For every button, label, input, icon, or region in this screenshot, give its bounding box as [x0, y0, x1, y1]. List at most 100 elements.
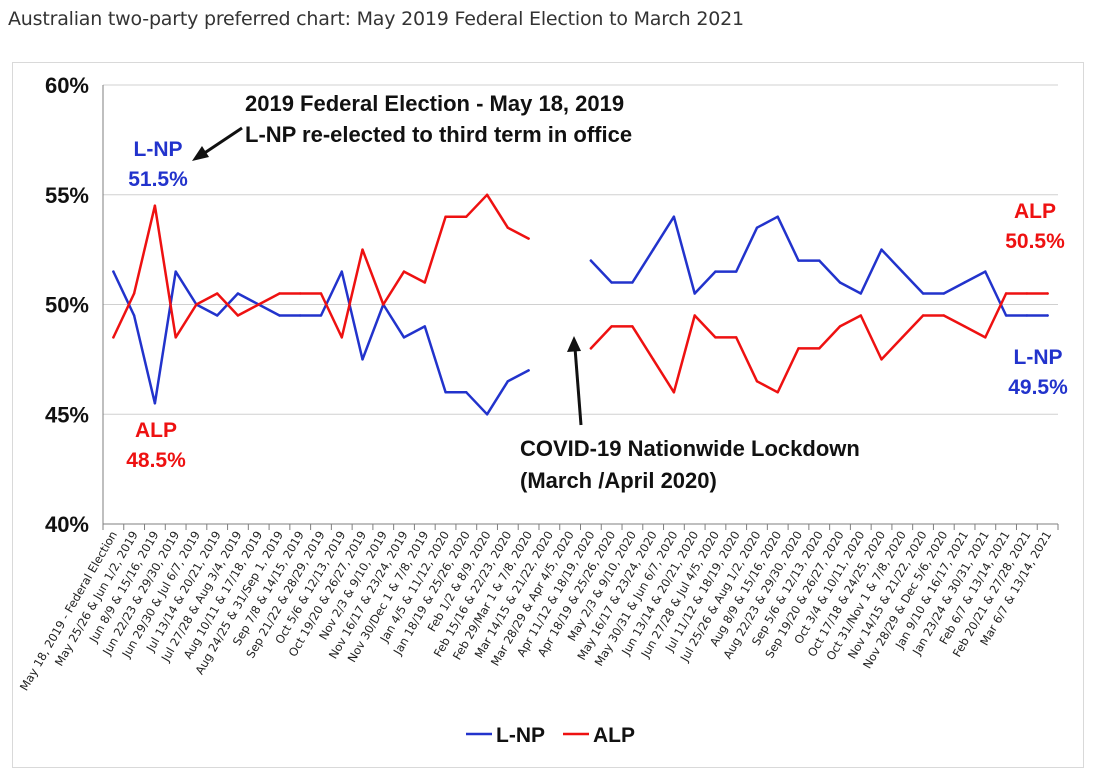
data-point-alp: [299, 292, 302, 295]
data-point-l-np: [735, 270, 738, 273]
data-point-l-np: [174, 270, 177, 273]
data-point-alp: [485, 193, 489, 196]
data-point-alp: [444, 215, 447, 218]
data-point-alp: [963, 325, 966, 328]
y-tick-label: 45%: [45, 402, 89, 427]
data-point-alp: [901, 336, 904, 339]
data-point-alp: [610, 325, 613, 328]
data-point-alp: [1046, 292, 1049, 295]
data-point-l-np: [299, 314, 302, 317]
data-point-l-np: [485, 413, 489, 416]
legend-label-lnp: L-NP: [496, 724, 545, 747]
y-tick-label: 60%: [45, 73, 89, 98]
data-point-alp: [797, 347, 800, 350]
data-point-l-np: [132, 314, 136, 317]
data-point-alp: [257, 303, 260, 306]
data-point-alp: [589, 347, 593, 350]
data-point-alp: [402, 270, 406, 273]
data-point-alp: [776, 391, 779, 394]
data-point-l-np: [1046, 314, 1049, 317]
y-tick-label: 40%: [45, 512, 89, 537]
data-point-l-np: [112, 270, 115, 273]
data-point-alp: [340, 336, 343, 339]
data-point-alp: [631, 325, 634, 328]
legend-label-alp: ALP: [593, 724, 635, 747]
y-tick-label: 50%: [45, 293, 89, 318]
data-point-alp: [506, 226, 509, 229]
axes: 40%45%50%55%60%May 18, 2019 - Federal El…: [17, 73, 1059, 693]
lnp-start-label: L-NP: [134, 138, 183, 161]
data-point-alp: [652, 358, 655, 361]
data-point-l-np: [859, 292, 862, 295]
data-point-alp: [921, 314, 925, 317]
data-point-l-np: [631, 281, 634, 284]
election-annotation-line2: L-NP re-elected to third term in office: [245, 122, 632, 147]
lnp-end-label: L-NP: [1014, 346, 1063, 369]
series-lines: [112, 193, 1049, 416]
data-point-alp: [818, 347, 821, 350]
data-point-l-np: [236, 292, 240, 295]
data-point-alp: [1004, 292, 1008, 295]
data-point-l-np: [942, 292, 945, 295]
election-arrow: [192, 126, 243, 161]
data-point-alp: [112, 336, 115, 339]
data-point-l-np: [216, 314, 219, 317]
y-tick-label: 55%: [45, 183, 89, 208]
data-point-alp: [216, 292, 219, 295]
data-point-alp: [195, 303, 198, 306]
data-point-l-np: [776, 215, 779, 218]
data-point-l-np: [921, 292, 925, 295]
data-point-l-np: [423, 325, 426, 328]
data-point-alp: [693, 314, 696, 317]
data-point-l-np: [714, 270, 717, 273]
data-point-alp: [672, 391, 676, 394]
alp-end-label: ALP: [1014, 200, 1056, 223]
data-point-l-np: [610, 281, 613, 284]
data-point-alp: [755, 380, 759, 383]
page-title: Australian two-party preferred chart: Ma…: [8, 8, 744, 30]
covid-annotation-line2: (March /April 2020): [520, 468, 717, 493]
series-line-alp: [112, 193, 1049, 394]
data-point-l-np: [319, 314, 323, 317]
covid-arrow: [567, 336, 583, 426]
data-point-l-np: [652, 248, 655, 251]
data-point-alp: [465, 215, 468, 218]
data-point-l-np: [818, 259, 821, 262]
data-point-l-np: [693, 292, 696, 295]
data-point-l-np: [797, 259, 800, 262]
data-point-l-np: [963, 281, 966, 284]
data-point-l-np: [1004, 314, 1008, 317]
data-point-l-np: [1025, 314, 1029, 317]
data-point-alp: [278, 292, 281, 295]
gridlines: [103, 84, 1058, 415]
data-point-alp: [236, 314, 240, 317]
data-point-l-np: [589, 259, 593, 262]
data-point-l-np: [755, 226, 759, 229]
data-point-alp: [880, 358, 883, 361]
data-point-l-np: [838, 281, 842, 284]
data-point-alp: [153, 204, 157, 207]
data-point-l-np: [506, 380, 509, 383]
data-point-alp: [838, 325, 842, 328]
data-point-alp: [423, 281, 426, 284]
alp-start-value: 48.5%: [126, 449, 186, 472]
data-point-l-np: [527, 369, 530, 372]
covid-annotation-line1: COVID-19 Nationwide Lockdown: [520, 436, 860, 461]
data-point-alp: [132, 292, 136, 295]
data-point-alp: [527, 237, 530, 240]
data-point-alp: [714, 336, 717, 339]
legend: L-NP ALP: [466, 724, 635, 747]
data-point-alp: [942, 314, 945, 317]
data-point-l-np: [672, 215, 676, 218]
data-point-l-np: [361, 358, 364, 361]
data-point-l-np: [984, 270, 987, 273]
data-point-alp: [859, 314, 862, 317]
data-point-l-np: [402, 336, 406, 339]
data-point-alp: [361, 248, 364, 251]
data-point-alp: [735, 336, 738, 339]
data-point-l-np: [153, 402, 157, 405]
data-point-alp: [382, 303, 385, 306]
alp-end-value: 50.5%: [1005, 230, 1065, 253]
data-point-alp: [1025, 292, 1029, 295]
